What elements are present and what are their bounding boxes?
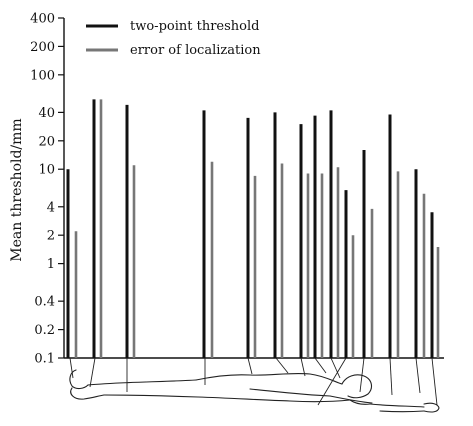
legend-label-localization: error of localization (130, 43, 261, 58)
y-tick-label: 1 (47, 257, 55, 272)
y-tick-label: 0.4 (34, 295, 55, 310)
y-tick-label: 0.2 (34, 323, 55, 338)
human-body-figure (69, 369, 440, 413)
y-tick-label: 10 (38, 163, 55, 178)
y-tick-label: 100 (30, 68, 55, 83)
leader-lines (69, 357, 438, 406)
legend: two-point threshold error of localizatio… (86, 19, 261, 58)
y-tick-label: 2 (47, 229, 55, 244)
y-tick-group: 0.1 0.2 0.4 1 2 4 10 20 40 100 200 400 (30, 12, 64, 367)
y-tick-label: 400 (30, 12, 55, 27)
y-tick-label: 40 (38, 106, 55, 121)
y-tick-label: 20 (38, 134, 55, 149)
y-axis-title: Mean threshold/mm (9, 118, 25, 261)
legend-label-two-point: two-point threshold (130, 19, 259, 34)
y-tick-label: 4 (47, 200, 55, 215)
y-tick-label: 0.1 (34, 352, 55, 367)
y-tick-label: 200 (30, 40, 55, 55)
bar-group (66, 99, 440, 358)
